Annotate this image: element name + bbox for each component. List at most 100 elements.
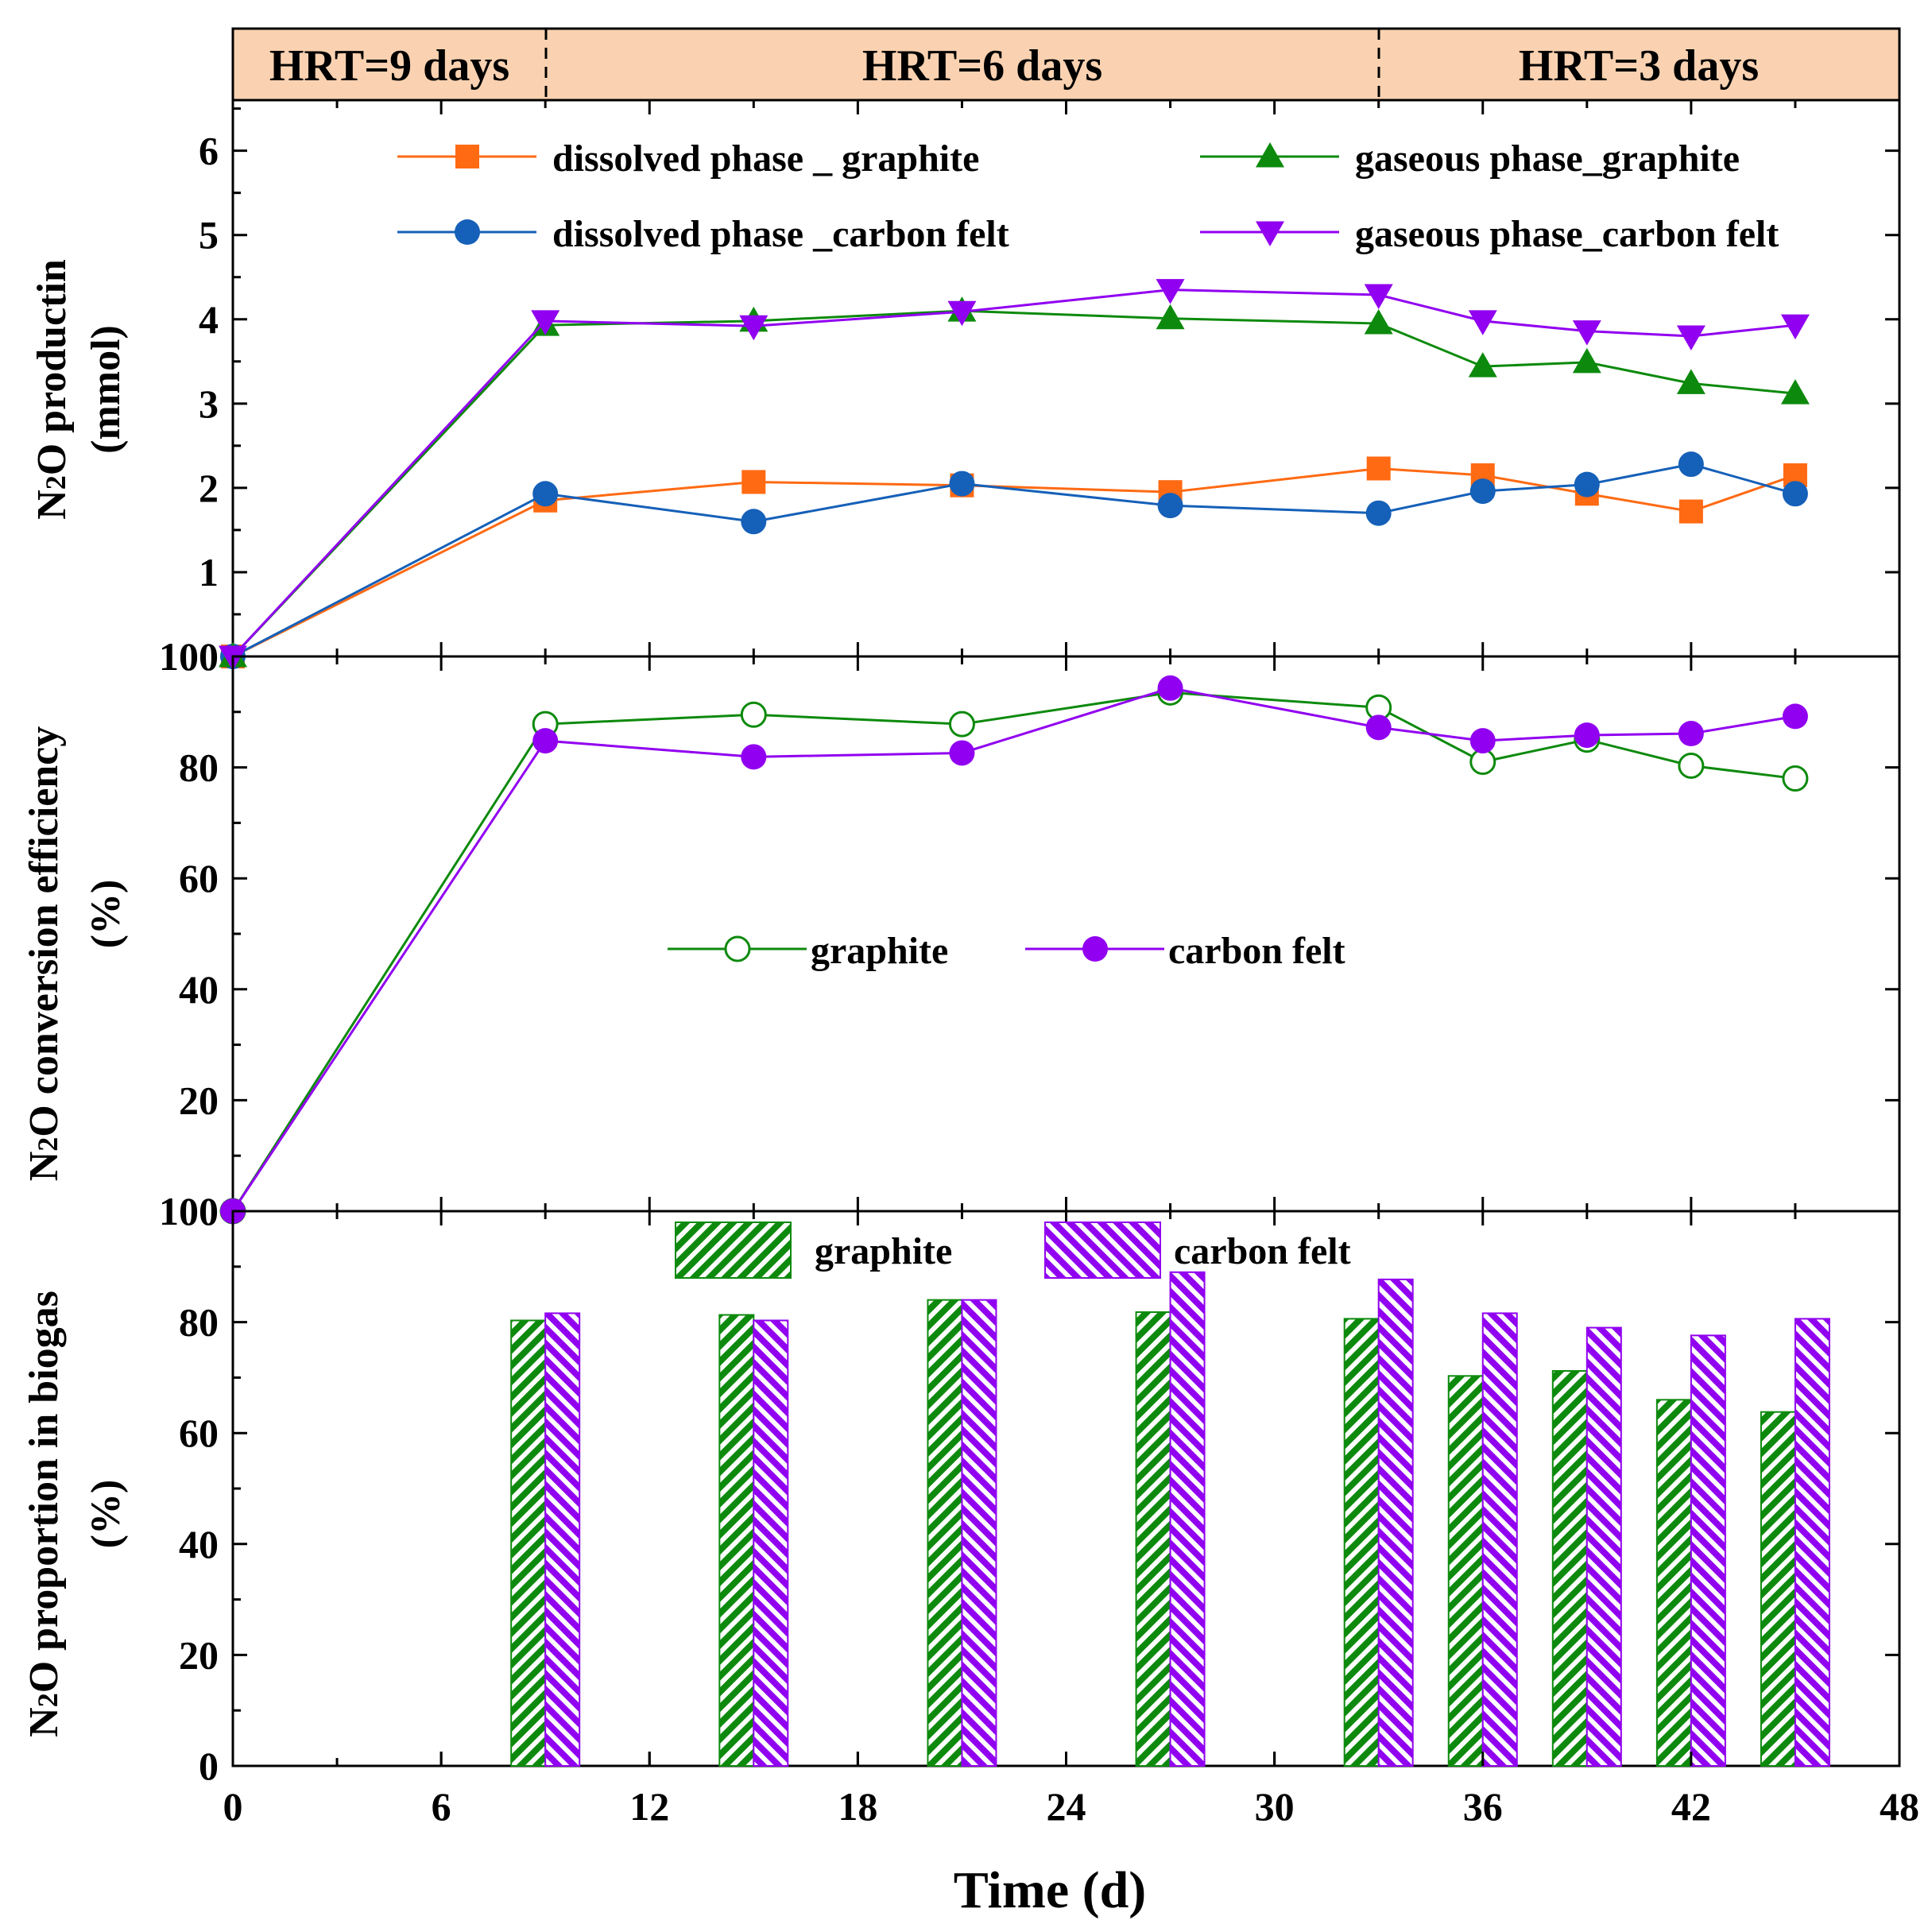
data-point bbox=[1782, 765, 1809, 792]
data-point bbox=[1678, 499, 1703, 524]
x-tick-label: 6 bbox=[432, 1784, 451, 1829]
data-point bbox=[948, 710, 975, 738]
data-point bbox=[1469, 728, 1496, 754]
y-label-mid-line1: N2O conversion efficiency bbox=[21, 726, 67, 1182]
x-tick-label: 0 bbox=[223, 1784, 243, 1829]
y-label-top-line1: N2O productin bbox=[29, 259, 75, 520]
hrt-band-background bbox=[231, 27, 1901, 102]
y-label-bot-line2: (%) bbox=[83, 1480, 129, 1549]
legend-label: gaseous phase_graphite bbox=[1355, 137, 1740, 180]
x-tick-label: 12 bbox=[629, 1784, 669, 1829]
hrt-label-3-days: HRT=3 days bbox=[1519, 41, 1759, 91]
y-tick-label: 60 bbox=[179, 1411, 219, 1455]
series-line-dissolved-phase-graphite bbox=[232, 467, 1796, 658]
hrt-band: HRT=9 days HRT=6 days HRT=3 days bbox=[231, 27, 1901, 102]
data-point bbox=[949, 470, 975, 497]
data-point bbox=[1469, 749, 1496, 776]
hrt-label-6-days: HRT=6 days bbox=[862, 41, 1102, 91]
y-tick-label: 60 bbox=[179, 856, 219, 900]
data-point bbox=[1156, 304, 1185, 330]
data-point bbox=[1468, 352, 1497, 377]
x-axis: 0 6 12 18 24 30 36 42 48 bbox=[223, 1752, 1919, 1829]
legend-label: gaseous phase_carbon felt bbox=[1355, 213, 1779, 255]
y-label-bot-unit: (%) bbox=[83, 1480, 129, 1549]
bar-graphite bbox=[1343, 1318, 1380, 1767]
legend-label: carbon felt bbox=[1168, 930, 1345, 972]
y-tick-label: 100 bbox=[159, 634, 219, 679]
data-point bbox=[1780, 314, 1810, 340]
y-label-top: N2O productin bbox=[29, 259, 75, 520]
legend-label: dissolved phase _carbon felt bbox=[552, 213, 1009, 255]
legend-label: dissolved phase _ graphite bbox=[552, 137, 979, 180]
data-point bbox=[1574, 471, 1600, 498]
y-tick-label: 5 bbox=[199, 213, 219, 257]
legend-label: carbon felt bbox=[1174, 1230, 1351, 1272]
data-point bbox=[532, 481, 559, 507]
data-point bbox=[1676, 369, 1706, 394]
y-tick-label: 20 bbox=[179, 1078, 219, 1122]
data-point bbox=[1365, 500, 1392, 526]
data-point bbox=[532, 728, 559, 754]
legend-marker bbox=[455, 219, 480, 245]
data-point bbox=[1364, 284, 1393, 309]
y-tick-label: 20 bbox=[179, 1632, 219, 1677]
legend-marker bbox=[1256, 142, 1284, 168]
y-tick-label: 80 bbox=[179, 1300, 219, 1345]
data-point bbox=[1157, 675, 1183, 701]
y-tick-label: 40 bbox=[179, 1522, 219, 1566]
data-point bbox=[1678, 721, 1704, 747]
legend-label: graphite bbox=[811, 930, 948, 972]
bar-carbon-felt bbox=[1377, 1278, 1414, 1767]
panel-frame bbox=[231, 655, 1901, 1213]
y-tick-label: 4 bbox=[199, 297, 219, 342]
x-tick-label: 18 bbox=[838, 1784, 877, 1829]
series-line-gaseous-phase-carbon-felt bbox=[231, 288, 1796, 658]
data-point bbox=[1678, 451, 1704, 478]
data-point bbox=[947, 300, 977, 327]
bar-graphite bbox=[1760, 1411, 1796, 1767]
bar-graphite bbox=[1551, 1370, 1588, 1767]
bar-graphite bbox=[1655, 1399, 1692, 1767]
series-line-gaseous-phase-graphite bbox=[231, 309, 1796, 658]
legend-marker bbox=[724, 935, 751, 962]
y-tick-label: 80 bbox=[179, 745, 219, 790]
y-label-top-line2: (mmol) bbox=[83, 325, 129, 454]
y-label-bot-line1: N2O proportion in biogas bbox=[21, 1291, 67, 1737]
panel-n2o-proportion-biogas: 0 20 40 60 80 100 graphite carbon felt bbox=[159, 1189, 1901, 1788]
y-tick-label: 40 bbox=[179, 967, 219, 1012]
y-tick-label: 1 bbox=[199, 550, 219, 594]
data-point bbox=[1572, 347, 1601, 374]
x-tick-label: 48 bbox=[1880, 1784, 1919, 1829]
series-line-dissolved-phase-carbon-felt bbox=[232, 463, 1796, 658]
y-tick-label: 0 bbox=[199, 1744, 219, 1788]
data-point bbox=[1572, 320, 1601, 346]
x-tick-label: 30 bbox=[1255, 1784, 1295, 1829]
data-point bbox=[1469, 478, 1496, 505]
data-point bbox=[741, 470, 766, 494]
panel-n2o-production: 1 2 3 4 5 6 dissolved phase _ graphite dissolve… bbox=[199, 99, 1901, 671]
panel-frame bbox=[231, 99, 1901, 658]
hrt-label-9-days: HRT=9 days bbox=[269, 41, 509, 91]
bar-graphite bbox=[927, 1299, 963, 1767]
bar-carbon-felt bbox=[1481, 1312, 1518, 1767]
bar-carbon-felt bbox=[753, 1319, 789, 1767]
legend-marker bbox=[1082, 936, 1108, 962]
data-point bbox=[1676, 325, 1706, 350]
bar-graphite bbox=[718, 1314, 755, 1767]
data-point bbox=[1468, 310, 1497, 335]
legend-swatch bbox=[675, 1222, 792, 1279]
bar-graphite bbox=[1135, 1311, 1171, 1767]
bar-carbon-felt bbox=[1585, 1326, 1622, 1767]
x-tick-label: 42 bbox=[1671, 1784, 1711, 1829]
bar-graphite bbox=[1447, 1375, 1484, 1767]
y-label-top-unit: (mmol) bbox=[83, 325, 129, 454]
x-axis-label: Time (d) bbox=[954, 1861, 1147, 1919]
data-point bbox=[1782, 703, 1808, 730]
data-point bbox=[1364, 309, 1393, 335]
legend-marker bbox=[1256, 221, 1284, 246]
panel-frame bbox=[231, 1210, 1901, 1767]
bar-graphite bbox=[510, 1319, 547, 1767]
data-point bbox=[741, 744, 767, 770]
data-point bbox=[741, 509, 767, 535]
